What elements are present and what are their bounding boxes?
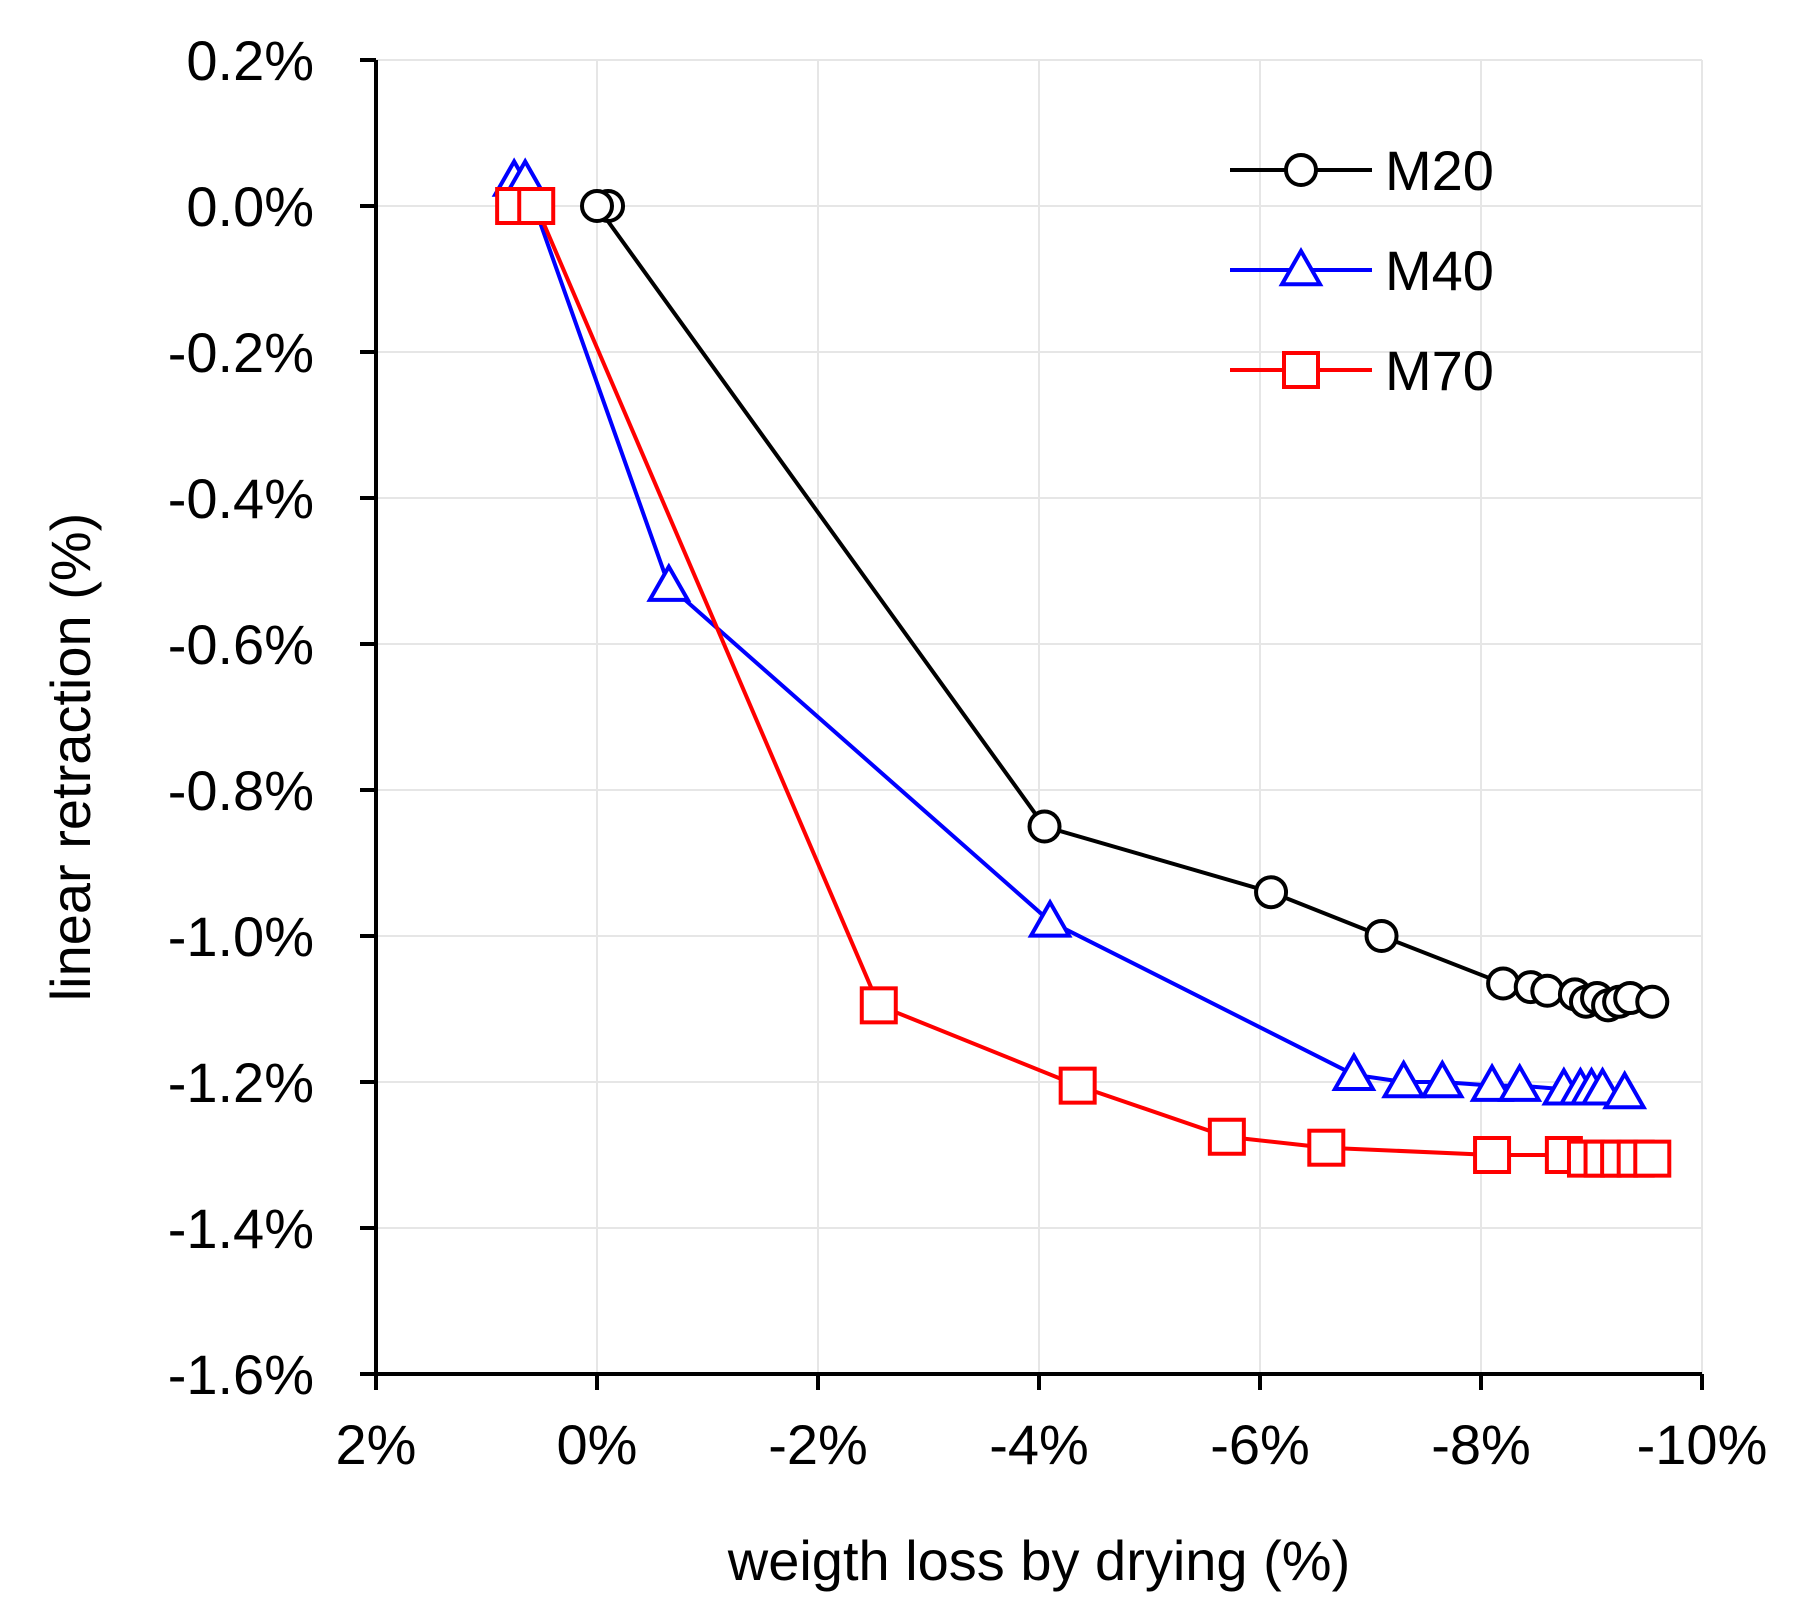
y-tick-label: 0.2% bbox=[186, 29, 314, 92]
x-tick-label: -2% bbox=[768, 1413, 868, 1476]
data-point-m70 bbox=[1058, 1066, 1097, 1105]
legend-marker bbox=[1284, 153, 1318, 187]
y-tick-label: -1.0% bbox=[168, 905, 314, 968]
series-markers bbox=[491, 157, 1672, 1178]
x-axis-ticks: 2% 0% -2% -4% -6% -8% -10% bbox=[336, 1374, 1768, 1476]
legend-label: M70 bbox=[1385, 339, 1494, 402]
data-point-m20 bbox=[1364, 919, 1399, 953]
x-tick-label: -10% bbox=[1637, 1413, 1768, 1476]
legend: M20 M40 M70 bbox=[1230, 139, 1494, 402]
data-point-m40 bbox=[1602, 1069, 1648, 1110]
data-point-m70 bbox=[1473, 1136, 1512, 1174]
data-point-m40 bbox=[1381, 1058, 1427, 1099]
data-point-m20 bbox=[1635, 984, 1670, 1019]
y-tick-label: -0.2% bbox=[168, 321, 314, 384]
y-tick-label: -0.4% bbox=[168, 467, 314, 530]
series-markers-m20 bbox=[580, 189, 1670, 1023]
data-point-m20 bbox=[580, 189, 614, 223]
data-point-m20 bbox=[1530, 973, 1565, 1008]
y-axis-ticks: 0.2% 0.0% -0.2% -0.4% -0.6% -0.8% -1.0% -1.2% -1… bbox=[168, 29, 376, 1406]
y-tick-label: 0.0% bbox=[186, 175, 314, 238]
legend-label: M20 bbox=[1385, 139, 1494, 202]
series-markers-m70 bbox=[495, 187, 1672, 1178]
data-point-m40 bbox=[1331, 1051, 1377, 1091]
legend-entry-m40: M40 bbox=[1230, 239, 1494, 302]
legend-entry-m70: M70 bbox=[1230, 339, 1494, 402]
legend-marker bbox=[1278, 246, 1324, 287]
data-point-m70 bbox=[517, 187, 556, 225]
data-point-m70 bbox=[1633, 1139, 1672, 1178]
y-axis-title: linear retraction (%) bbox=[39, 513, 102, 1002]
x-tick-label: -4% bbox=[989, 1413, 1089, 1476]
data-point-m20 bbox=[1254, 875, 1289, 910]
data-point-m40 bbox=[1497, 1062, 1543, 1102]
series-markers-m40 bbox=[491, 157, 1648, 1110]
data-point-m20 bbox=[1486, 966, 1521, 1001]
data-point-m40 bbox=[646, 562, 692, 602]
data-point-m20 bbox=[1027, 809, 1062, 844]
y-tick-label: -1.4% bbox=[168, 1197, 314, 1260]
data-point-m40 bbox=[1027, 898, 1073, 938]
data-point-m70 bbox=[1307, 1128, 1346, 1167]
y-tick-label: -0.6% bbox=[168, 613, 314, 676]
legend-entry-m20: M20 bbox=[1230, 139, 1494, 202]
data-point-m40 bbox=[1469, 1062, 1515, 1102]
legend-label: M40 bbox=[1385, 239, 1494, 302]
data-point-m40 bbox=[1419, 1058, 1465, 1099]
data-point-m70 bbox=[1207, 1117, 1246, 1156]
data-point-m70 bbox=[859, 986, 898, 1025]
y-tick-label: -0.8% bbox=[168, 759, 314, 822]
x-tick-label: -6% bbox=[1210, 1413, 1310, 1476]
y-tick-label: -1.6% bbox=[168, 1343, 314, 1406]
legend-marker bbox=[1282, 351, 1320, 389]
y-tick-label: -1.2% bbox=[168, 1051, 314, 1114]
x-tick-label: 0% bbox=[557, 1413, 638, 1476]
x-tick-label: -8% bbox=[1431, 1413, 1531, 1476]
x-tick-label: 2% bbox=[336, 1413, 417, 1476]
x-axis-title: weigth loss by drying (%) bbox=[727, 1529, 1350, 1592]
